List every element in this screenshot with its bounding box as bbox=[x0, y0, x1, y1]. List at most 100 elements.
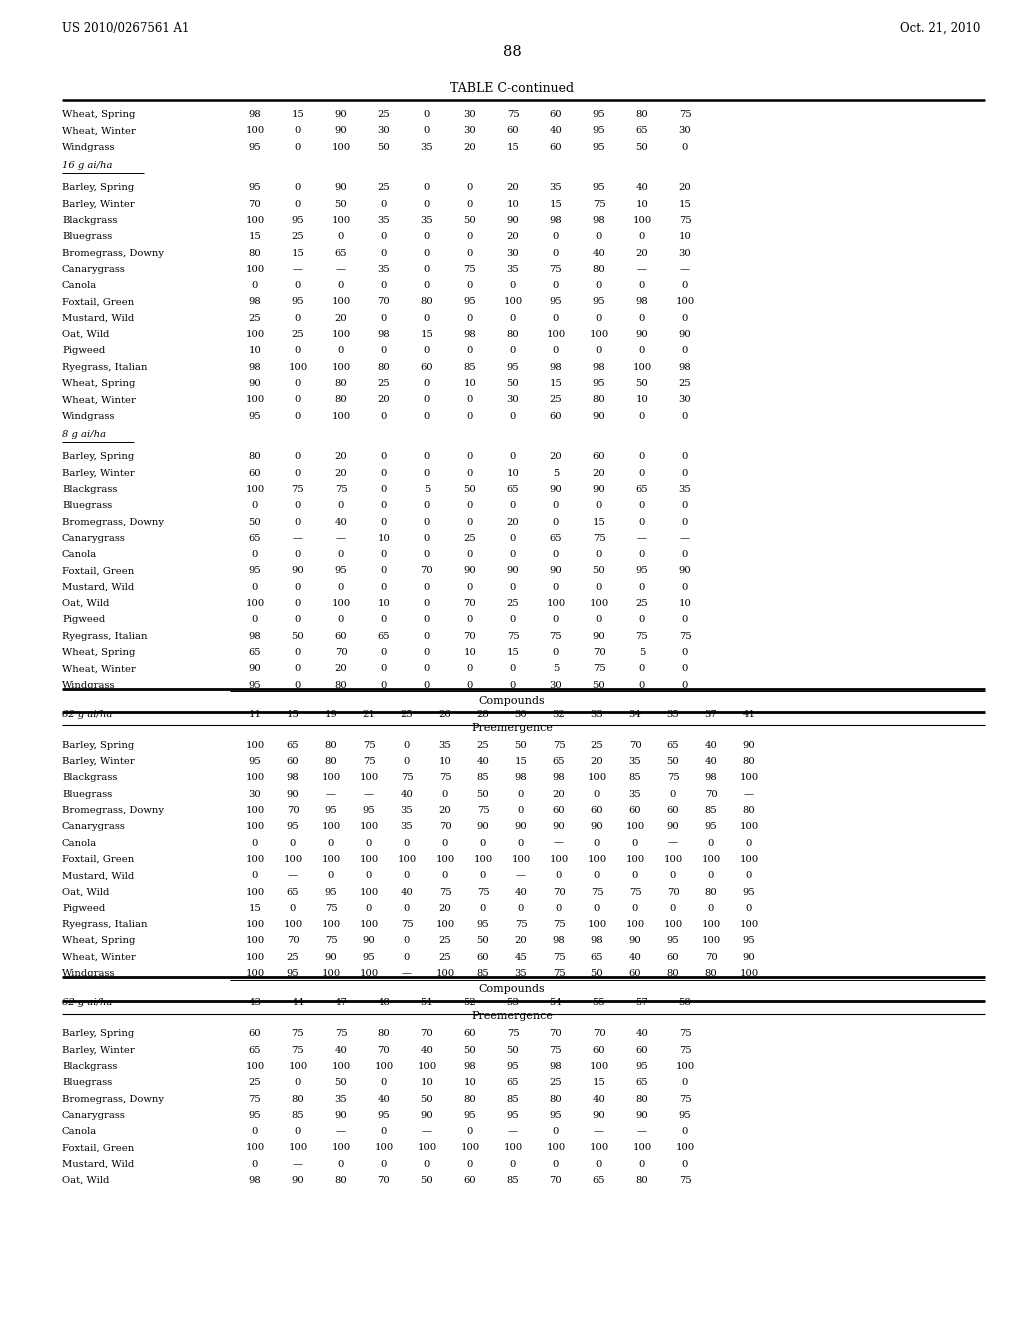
Text: —: — bbox=[508, 1127, 518, 1137]
Text: TABLE C-continued: TABLE C-continued bbox=[450, 82, 574, 95]
Text: 75: 75 bbox=[553, 741, 565, 750]
Text: 35: 35 bbox=[378, 216, 390, 224]
Text: 0: 0 bbox=[424, 1160, 430, 1168]
Text: 75: 75 bbox=[400, 920, 414, 929]
Text: 50: 50 bbox=[335, 199, 347, 209]
Text: 0: 0 bbox=[424, 346, 430, 355]
Text: 95: 95 bbox=[550, 297, 562, 306]
Text: 0: 0 bbox=[467, 183, 473, 193]
Text: 35: 35 bbox=[438, 741, 452, 750]
Text: 100: 100 bbox=[359, 887, 379, 896]
Text: 98: 98 bbox=[593, 363, 605, 372]
Text: 0: 0 bbox=[639, 232, 645, 242]
Text: 95: 95 bbox=[636, 1061, 648, 1071]
Text: 90: 90 bbox=[679, 566, 691, 576]
Text: 100: 100 bbox=[739, 774, 759, 783]
Text: Pigweed: Pigweed bbox=[62, 615, 105, 624]
Text: Canola: Canola bbox=[62, 1127, 97, 1137]
Text: 100: 100 bbox=[289, 363, 307, 372]
Text: 100: 100 bbox=[590, 1143, 608, 1152]
Text: Wheat, Winter: Wheat, Winter bbox=[62, 953, 136, 962]
Text: 0: 0 bbox=[467, 615, 473, 624]
Text: 60: 60 bbox=[593, 1045, 605, 1055]
Text: 10: 10 bbox=[507, 199, 519, 209]
Text: 100: 100 bbox=[359, 774, 379, 783]
Text: 70: 70 bbox=[249, 199, 261, 209]
Text: 90: 90 bbox=[742, 953, 756, 962]
Text: 0: 0 bbox=[553, 346, 559, 355]
Text: Wheat, Winter: Wheat, Winter bbox=[62, 664, 136, 673]
Text: —: — bbox=[364, 789, 374, 799]
Text: Canarygrass: Canarygrass bbox=[62, 1111, 126, 1119]
Text: 47: 47 bbox=[335, 998, 347, 1007]
Text: 90: 90 bbox=[476, 822, 489, 832]
Text: 0: 0 bbox=[682, 502, 688, 511]
Text: 90: 90 bbox=[464, 566, 476, 576]
Text: 0: 0 bbox=[424, 453, 430, 461]
Text: 10: 10 bbox=[378, 533, 390, 543]
Text: 95: 95 bbox=[292, 216, 304, 224]
Text: 50: 50 bbox=[507, 379, 519, 388]
Text: 30: 30 bbox=[679, 127, 691, 135]
Text: 100: 100 bbox=[246, 216, 264, 224]
Text: 80: 80 bbox=[335, 379, 347, 388]
Text: 80: 80 bbox=[507, 330, 519, 339]
Text: 0: 0 bbox=[682, 664, 688, 673]
Text: 95: 95 bbox=[507, 363, 519, 372]
Text: 95: 95 bbox=[325, 807, 337, 814]
Text: 0: 0 bbox=[366, 904, 372, 913]
Text: 85: 85 bbox=[507, 1176, 519, 1185]
Text: 90: 90 bbox=[335, 183, 347, 193]
Text: 75: 75 bbox=[679, 1045, 691, 1055]
Text: 10: 10 bbox=[378, 599, 390, 609]
Text: 40: 40 bbox=[335, 517, 347, 527]
Text: —: — bbox=[293, 265, 303, 273]
Text: 100: 100 bbox=[676, 297, 694, 306]
Text: 40: 40 bbox=[593, 1094, 605, 1104]
Text: 75: 75 bbox=[679, 216, 691, 224]
Text: Pigweed: Pigweed bbox=[62, 346, 105, 355]
Text: 0: 0 bbox=[510, 681, 516, 689]
Text: 95: 95 bbox=[292, 297, 304, 306]
Text: 0: 0 bbox=[639, 517, 645, 527]
Text: 0: 0 bbox=[745, 871, 753, 880]
Text: 75: 75 bbox=[476, 807, 489, 814]
Text: 35: 35 bbox=[515, 969, 527, 978]
Text: 10: 10 bbox=[679, 599, 691, 609]
Text: 11: 11 bbox=[249, 710, 261, 719]
Text: 20: 20 bbox=[515, 936, 527, 945]
Text: Foxtail, Green: Foxtail, Green bbox=[62, 855, 134, 863]
Text: 70: 70 bbox=[705, 953, 718, 962]
Text: 40: 40 bbox=[705, 741, 718, 750]
Text: Foxtail, Green: Foxtail, Green bbox=[62, 297, 134, 306]
Text: 100: 100 bbox=[739, 969, 759, 978]
Text: 100: 100 bbox=[739, 855, 759, 863]
Text: 65: 65 bbox=[636, 1078, 648, 1088]
Text: 10: 10 bbox=[421, 1078, 433, 1088]
Text: 75: 75 bbox=[292, 484, 304, 494]
Text: 0: 0 bbox=[467, 248, 473, 257]
Text: 0: 0 bbox=[295, 550, 301, 560]
Text: 0: 0 bbox=[295, 1127, 301, 1137]
Text: 20: 20 bbox=[335, 664, 347, 673]
Text: 0: 0 bbox=[639, 346, 645, 355]
Text: 0: 0 bbox=[553, 232, 559, 242]
Text: 20: 20 bbox=[464, 143, 476, 152]
Text: 0: 0 bbox=[252, 502, 258, 511]
Text: 75: 75 bbox=[550, 631, 562, 640]
Text: 80: 80 bbox=[421, 297, 433, 306]
Text: 0: 0 bbox=[467, 681, 473, 689]
Text: 95: 95 bbox=[249, 1111, 261, 1119]
Text: 0: 0 bbox=[467, 550, 473, 560]
Text: 90: 90 bbox=[593, 412, 605, 421]
Text: 25: 25 bbox=[591, 741, 603, 750]
Text: 100: 100 bbox=[246, 774, 264, 783]
Text: 90: 90 bbox=[507, 566, 519, 576]
Text: 98: 98 bbox=[464, 1061, 476, 1071]
Text: 85: 85 bbox=[476, 969, 489, 978]
Text: 0: 0 bbox=[338, 582, 344, 591]
Text: 25: 25 bbox=[378, 110, 390, 119]
Text: Canarygrass: Canarygrass bbox=[62, 265, 126, 273]
Text: 90: 90 bbox=[249, 664, 261, 673]
Text: 95: 95 bbox=[249, 412, 261, 421]
